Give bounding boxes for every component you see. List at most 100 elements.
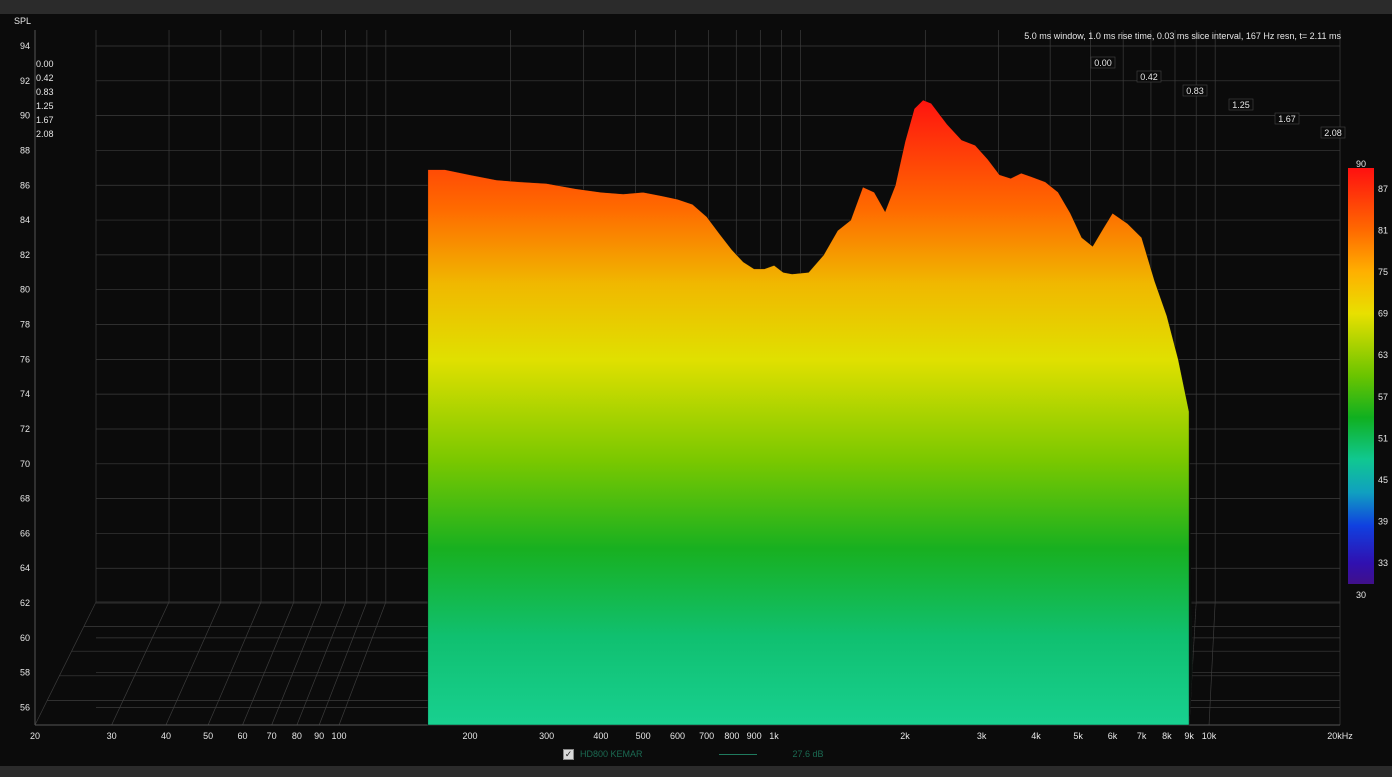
time-tick-box <box>1090 56 1116 69</box>
x-tick-label: 50 <box>203 731 213 741</box>
color-scale-tick: 87 <box>1378 184 1388 194</box>
y-tick-label: 62 <box>20 598 30 608</box>
x-tick-label: 600 <box>670 731 685 741</box>
x-tick-label: 200 <box>462 731 477 741</box>
time-axis: 0.00 0.00 0.42 0.42 0.83 0.83 1.25 1.25 1.67 1.67… <box>36 56 1346 139</box>
y-tick-label: 80 <box>20 285 30 295</box>
x-tick-label: 10k <box>1202 731 1217 741</box>
x-tick-label: 90 <box>314 731 324 741</box>
time-tick-box <box>1136 70 1162 83</box>
y-axis-label: SPL <box>14 16 31 26</box>
x-tick-label: 500 <box>636 731 651 741</box>
y-tick-label: 84 <box>20 215 30 225</box>
time-tick-label-left: 0.83 <box>36 87 54 97</box>
x-tick-label: 80 <box>292 731 302 741</box>
color-scale-tick: 63 <box>1378 350 1388 360</box>
y-tick-label: 86 <box>20 180 30 190</box>
time-tick-label: 0.00 <box>1094 58 1112 68</box>
time-tick-label-left: 0.00 <box>36 59 54 69</box>
y-tick-label: 94 <box>20 41 30 51</box>
y-tick-label: 76 <box>20 354 30 364</box>
x-tick-label: 40 <box>161 731 171 741</box>
grid-line-floor <box>34 601 97 726</box>
color-scale-tick: 51 <box>1378 433 1388 443</box>
time-tick-box <box>1320 126 1346 139</box>
x-tick-label: 700 <box>699 731 714 741</box>
grid-line-floor <box>207 601 262 726</box>
grid-line-floor <box>111 601 170 726</box>
y-tick-label: 58 <box>20 668 30 678</box>
y-tick-label: 70 <box>20 459 30 469</box>
color-scale-bar <box>1348 168 1374 584</box>
grid-line-floor <box>1208 601 1216 726</box>
y-tick-label: 92 <box>20 76 30 86</box>
time-tick-label: 1.67 <box>1278 114 1296 124</box>
time-tick-box <box>1228 98 1254 111</box>
x-tick-label: 800 <box>724 731 739 741</box>
y-tick-label: 74 <box>20 389 30 399</box>
y-tick-label: 78 <box>20 320 30 330</box>
grid-line-floor <box>242 601 295 726</box>
legend-value: 27.6 dB <box>792 749 824 759</box>
legend: ✓ HD800 KEMAR 27.6 dB <box>563 747 824 761</box>
x-tick-label: 8k <box>1162 731 1172 741</box>
waterfall-surface <box>427 99 1197 726</box>
x-axis: 20 30 40 50 60 70 80 90 100 200 300 400 500 600 700 800… <box>30 731 1353 741</box>
color-scale-tick: 81 <box>1378 225 1388 235</box>
time-tick-label-left: 1.25 <box>36 101 54 111</box>
legend-checkbox[interactable]: ✓ <box>563 748 574 760</box>
color-scale-tick: 39 <box>1378 517 1388 527</box>
time-tick-label-left: 0.42 <box>36 73 54 83</box>
x-tick-label: 5k <box>1073 731 1083 741</box>
x-tick-label: 300 <box>539 731 554 741</box>
color-scale-tick: 57 <box>1378 392 1388 402</box>
grid-line-floor <box>338 601 387 726</box>
time-tick-label: 2.08 <box>1324 128 1342 138</box>
x-tick-label: 3k <box>977 731 987 741</box>
x-tick-label: 4k <box>1031 731 1041 741</box>
x-tick-label: 6k <box>1108 731 1118 741</box>
time-tick-label: 0.42 <box>1140 72 1158 82</box>
x-tick-label: 20kHz <box>1327 731 1353 741</box>
x-tick-label: 7k <box>1137 731 1147 741</box>
color-scale-tick: 33 <box>1378 558 1388 568</box>
y-tick-label: 72 <box>20 424 30 434</box>
time-tick-box <box>1274 112 1300 125</box>
color-scale-tick: 30 <box>1356 590 1366 600</box>
legend-line-swatch <box>718 753 757 755</box>
grid-line-floor <box>296 601 346 726</box>
legend-series-name: HD800 KEMAR <box>580 749 643 759</box>
time-tick-label-left: 1.67 <box>36 115 54 125</box>
grid-line-floor <box>165 601 222 726</box>
time-tick-box <box>1182 84 1208 97</box>
x-tick-label: 1k <box>769 731 779 741</box>
y-tick-label: 60 <box>20 633 30 643</box>
info-text: 5.0 ms window, 1.0 ms rise time, 0.03 ms… <box>1024 31 1341 41</box>
time-tick-label: 1.25 <box>1232 100 1250 110</box>
x-tick-label: 100 <box>332 731 347 741</box>
x-tick-label: 9k <box>1184 731 1194 741</box>
color-scale-tick: 90 <box>1356 159 1366 169</box>
y-tick-label: 88 <box>20 145 30 155</box>
y-tick-label: 90 <box>20 111 30 121</box>
y-tick-label: 68 <box>20 494 30 504</box>
grid-line-floor <box>271 601 322 726</box>
color-scale-tick: 75 <box>1378 267 1388 277</box>
waterfall-slice <box>427 99 1190 726</box>
x-tick-label: 60 <box>238 731 248 741</box>
x-tick-label: 30 <box>107 731 117 741</box>
x-tick-label: 20 <box>30 731 40 741</box>
y-axis: 94 92 90 88 86 84 82 80 78 76 74 72 70 68 66 64 62 60 58 56 <box>20 41 30 713</box>
x-tick-label: 400 <box>593 731 608 741</box>
y-tick-label: 66 <box>20 528 30 538</box>
y-tick-label: 82 <box>20 250 30 260</box>
color-scale: 90 87 81 75 69 63 57 51 45 39 33 30 <box>1348 159 1388 600</box>
time-tick-label-left: 2.08 <box>36 129 54 139</box>
color-scale-tick: 45 <box>1378 475 1388 485</box>
time-tick-label: 0.83 <box>1186 86 1204 96</box>
x-tick-label: 70 <box>267 731 277 741</box>
y-tick-label: 56 <box>20 703 30 713</box>
grid-line-floor <box>318 601 368 726</box>
